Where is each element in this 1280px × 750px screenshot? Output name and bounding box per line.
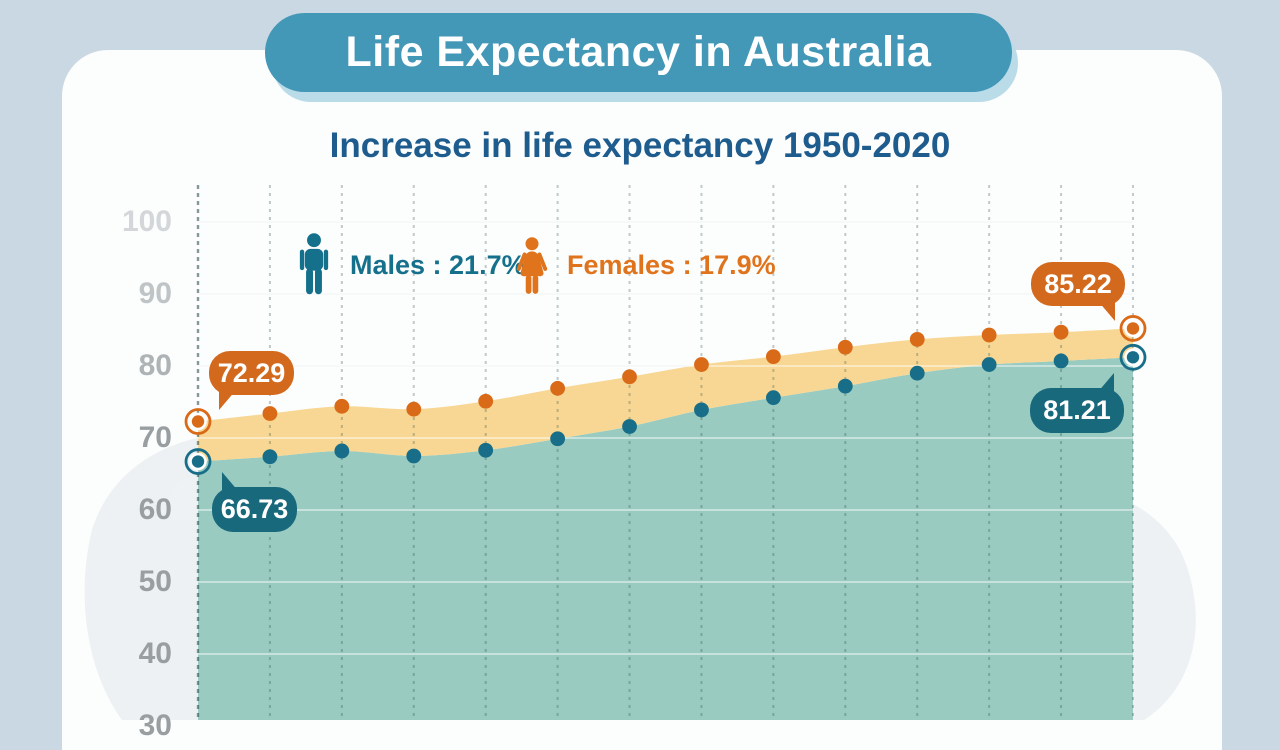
callout-female-start-value: 72.29 xyxy=(217,357,286,388)
page-subtitle: Increase in life expectancy 1950-2020 xyxy=(329,126,951,165)
callout-female-start: 72.29 xyxy=(209,351,294,410)
callout-tail xyxy=(219,390,236,410)
callout-male-start: 66.73 xyxy=(212,472,297,532)
y-tick-label: 60 xyxy=(138,493,172,526)
life-expectancy-area-chart xyxy=(184,185,1147,720)
title-banner: Life Expectancy in Australia xyxy=(265,13,1012,92)
y-tick-label: 30 xyxy=(138,709,172,742)
callout-tail xyxy=(222,472,239,492)
y-tick-label: 80 xyxy=(138,349,172,382)
y-tick-label: 50 xyxy=(138,565,172,598)
page-title: Life Expectancy in Australia xyxy=(345,28,932,76)
callout-female-end: 85.22 xyxy=(1031,262,1125,321)
y-tick-label: 100 xyxy=(121,205,172,238)
callout-tail xyxy=(1097,373,1114,393)
callout-female-end-value: 85.22 xyxy=(1044,268,1112,299)
y-tick-label: 40 xyxy=(138,637,172,670)
callout-male-start-value: 66.73 xyxy=(220,494,289,524)
callout-tail xyxy=(1098,301,1115,321)
legend-females-label: Females : 17.9% xyxy=(567,250,776,280)
legend-males-label: Males : 21.7% xyxy=(350,250,526,280)
female-icon xyxy=(516,237,548,294)
male-icon xyxy=(299,233,329,295)
callout-male-end: 81.21 xyxy=(1030,373,1124,433)
y-tick-label: 70 xyxy=(138,421,172,454)
callout-male-end-value: 81.21 xyxy=(1043,395,1111,425)
y-tick-label: 90 xyxy=(138,277,172,310)
